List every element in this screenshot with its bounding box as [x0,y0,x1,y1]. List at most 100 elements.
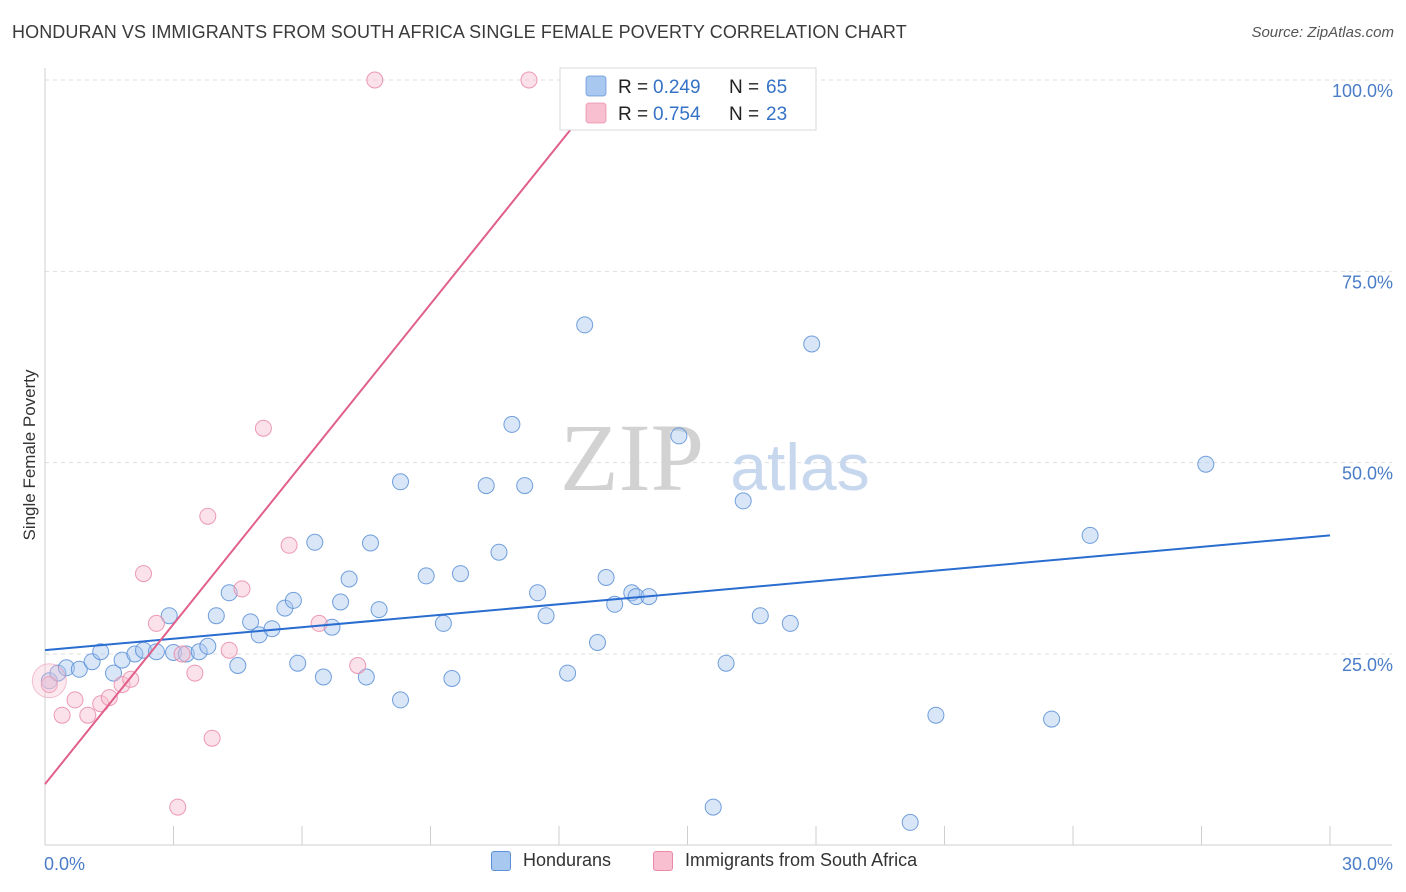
data-point [57,659,75,677]
data-point [704,798,722,816]
data-point [357,668,375,686]
data-point [289,654,307,672]
watermark-zip: ZIP [560,404,704,511]
legend-swatch-pink [653,850,673,871]
data-point [1043,710,1061,728]
series-hondurans [40,316,1215,831]
data-point [105,664,122,682]
data-point [70,660,88,678]
data-point [434,614,452,632]
x-tick-label: 30.0% [1342,854,1393,874]
data-point [537,607,555,625]
data-point [199,507,217,525]
data-point [173,645,191,663]
legend-swatch-blue [491,850,511,871]
bottom-legend: Hondurans Immigrants from South Africa [0,850,1406,880]
legend-item-hondurans: Hondurans [491,850,611,871]
data-point [147,614,165,632]
data-point [520,71,538,89]
legend-swatch-pink [585,102,607,124]
data-point [340,570,358,588]
data-point [233,580,251,598]
watermark-atlas: atlas [730,430,869,504]
trend-line-hondurans [44,534,1331,652]
data-point [220,584,238,602]
data-point [135,565,152,583]
legend-swatch-blue [585,75,607,97]
legend-label: Immigrants from South Africa [685,850,918,870]
axes [44,68,1392,846]
data-point [53,706,71,724]
data-point [310,614,328,632]
legend-r-label: R = [618,77,648,98]
data-point [559,664,577,682]
data-point [392,473,409,491]
data-point [516,477,534,495]
data-point [229,657,247,674]
y-tick-label: 50.0% [1342,464,1393,484]
data-point [597,569,615,586]
data-point [529,584,547,602]
data-point [417,567,435,585]
data-point [576,316,594,334]
data-point [670,427,688,445]
y-tick-label: 25.0% [1342,655,1393,675]
data-point [169,798,187,816]
data-point [203,729,221,747]
data-point [370,601,388,619]
data-point [362,534,379,552]
legend-r-value: 0.754 [653,104,701,125]
data-point [717,654,735,672]
data-point [40,676,58,694]
data-point [220,641,238,659]
data-point [781,614,799,632]
legend-r-value: 0.249 [653,77,701,98]
data-point [803,335,821,353]
watermark: ZIP atlas [560,404,870,511]
data-point [165,644,182,661]
data-point [443,670,461,687]
data-point [92,643,110,661]
data-point [314,668,332,686]
grid [45,79,1392,655]
series-south-africa [31,71,538,816]
data-point [901,813,919,831]
correlation-legend: R = 0.249 N = 65 R = 0.754 N = 23 [559,67,817,131]
data-point-cluster [31,663,67,699]
data-point [452,565,469,583]
data-point [477,477,495,495]
legend-label: Hondurans [523,850,612,870]
y-tick-label: 100.0% [1332,81,1393,101]
chart-title: HONDURAN VS IMMIGRANTS FROM SOUTH AFRICA… [12,22,907,42]
legend-n-label: N = [729,77,759,98]
legend-r-label: R = [618,104,648,125]
data-point [126,645,144,663]
data-point [1081,526,1099,544]
data-point [1197,455,1215,473]
legend-n-value: 23 [766,104,787,125]
data-point [366,71,384,89]
data-point [207,607,225,625]
legend-n-label: N = [729,104,759,125]
trend-line-south-africa [44,79,612,785]
data-point [242,613,260,631]
legend-n-value: 65 [766,77,787,98]
data-point [503,415,521,433]
tick-labels: 25.0% 50.0% 75.0% 100.0% 0.0% 30.0% [44,81,1393,874]
legend-item-south-africa: Immigrants from South Africa [653,850,917,871]
data-point [254,419,272,437]
data-point [284,591,302,609]
data-point [349,657,367,674]
data-point [332,593,350,611]
data-point [589,634,606,651]
data-point [306,533,324,551]
data-point [490,543,508,561]
data-point [734,492,752,510]
data-point [177,645,195,663]
trend-lines [44,79,1331,785]
data-point [113,676,131,694]
y-tick-label: 75.0% [1342,272,1393,292]
data-point [199,637,217,655]
data-point [186,664,204,682]
